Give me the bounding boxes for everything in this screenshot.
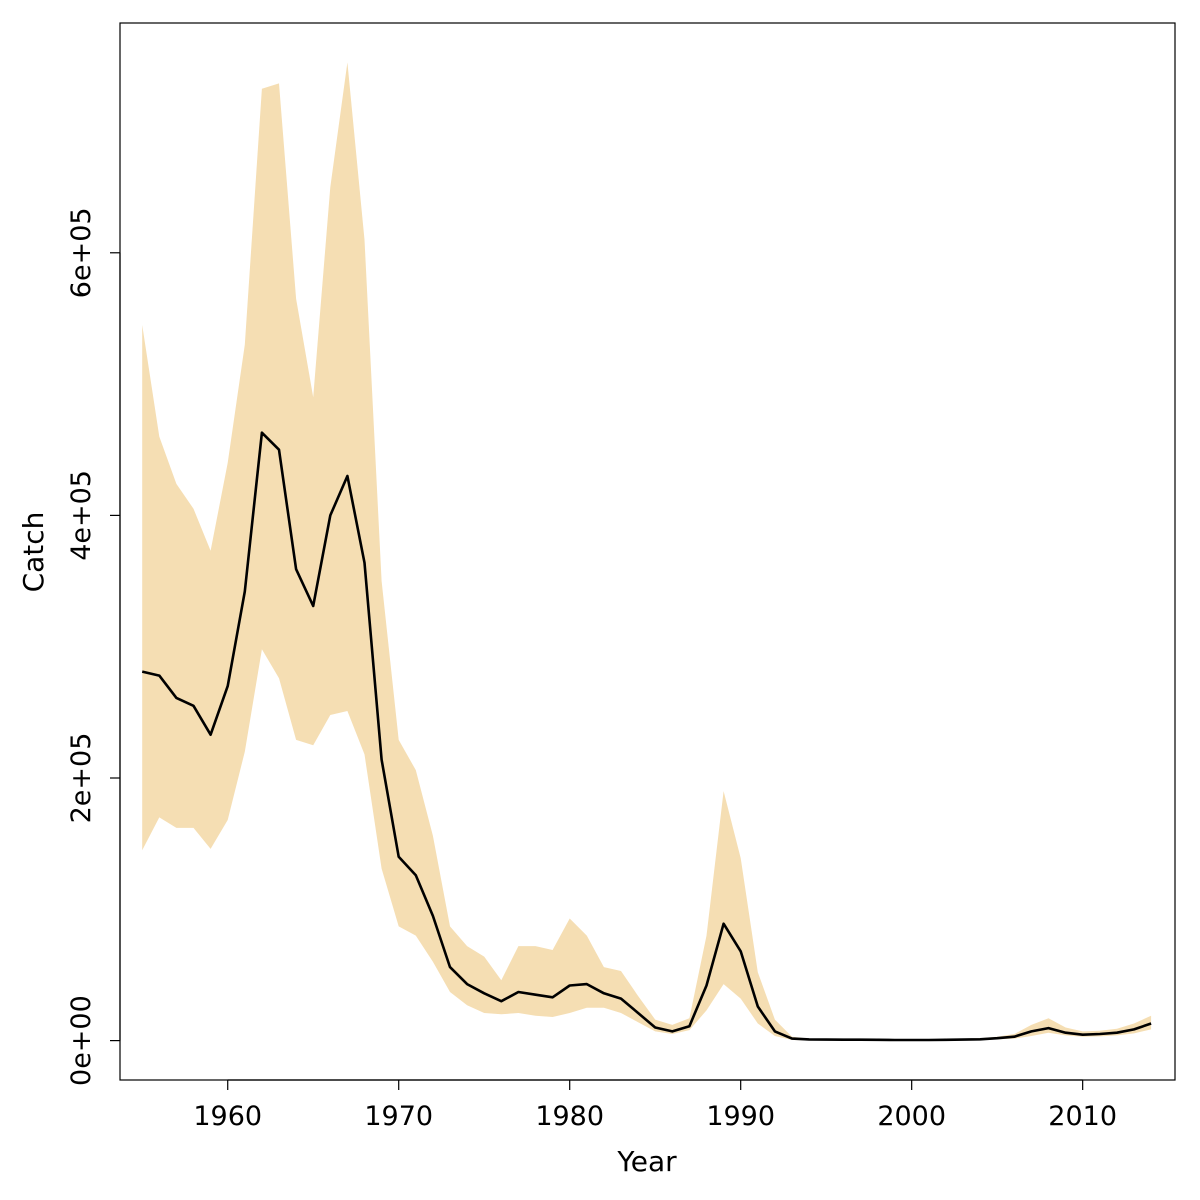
y-axis: 0e+00 2e+05 4e+05 6e+05 <box>66 207 121 1086</box>
y-tick-label: 2e+05 <box>66 733 97 824</box>
x-tick-label: 1960 <box>193 1101 262 1132</box>
catch-line <box>141 431 1152 1042</box>
plot-area <box>141 62 1152 1042</box>
y-axis-title: Catch <box>17 512 50 593</box>
x-tick-label: 2010 <box>1048 1101 1117 1132</box>
y-tick-label: 0e+00 <box>66 995 97 1086</box>
x-tick-label: 1980 <box>535 1101 604 1132</box>
y-tick-label: 4e+05 <box>66 470 97 561</box>
confidence-band <box>142 62 1152 1041</box>
y-tick-label: 6e+05 <box>66 207 97 298</box>
x-tick-label: 2000 <box>877 1101 946 1132</box>
x-axis: 1960 1970 1980 1990 2000 2010 <box>193 1079 1117 1132</box>
x-tick-label: 1970 <box>364 1101 433 1132</box>
x-tick-label: 1990 <box>706 1101 775 1132</box>
x-axis-title: Year <box>616 1145 677 1178</box>
